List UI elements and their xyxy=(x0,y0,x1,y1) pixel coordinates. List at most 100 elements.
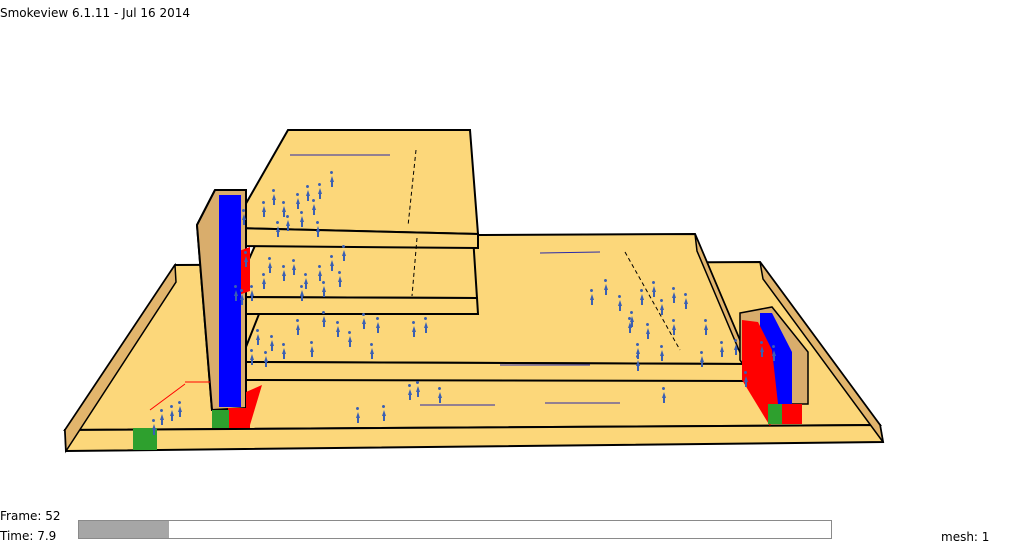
agent-figure-icon xyxy=(330,255,334,271)
agent-figure-icon xyxy=(300,285,304,301)
agent-figure-icon xyxy=(318,265,322,281)
mesh-label: mesh: 1 xyxy=(941,530,990,543)
time-label: Time: 7.9 xyxy=(0,529,57,543)
3d-viewport[interactable] xyxy=(0,0,1024,500)
right-stair-red-base xyxy=(782,404,802,424)
window-title: Smokeview 6.1.11 - Jul 16 2014 xyxy=(0,6,191,20)
ground-floor-right-wall xyxy=(759,261,884,443)
agent-figure-icon xyxy=(342,245,346,261)
agent-figure-icon xyxy=(296,193,300,209)
left-stair-red-1 xyxy=(241,247,250,295)
agent-figure-icon xyxy=(270,335,274,351)
left-stair-blue xyxy=(219,195,241,407)
agent-figure-icon xyxy=(250,349,254,365)
middle-deck-front xyxy=(238,360,754,383)
agent-figure-icon xyxy=(160,409,164,425)
interior-line xyxy=(624,251,681,351)
left-stair-red-ramp xyxy=(246,385,262,428)
ground-floor-left-wall xyxy=(64,262,177,454)
agent-figure-icon xyxy=(618,295,622,311)
agent-figure-icon xyxy=(292,259,296,275)
agent-figure-icon xyxy=(662,387,666,403)
agent-figure-icon xyxy=(640,289,644,305)
agent-figure-icon xyxy=(356,407,360,423)
agent-figure-icon xyxy=(370,343,374,359)
agent-figure-icon xyxy=(282,265,286,281)
agent-figure-icon xyxy=(322,281,326,297)
agent-figure-icon xyxy=(438,387,442,403)
building-scene xyxy=(63,129,885,454)
interior-line xyxy=(149,383,186,411)
tower-floor-2-front xyxy=(230,295,480,315)
agent-figure-icon xyxy=(296,319,300,335)
agent-figure-icon xyxy=(330,171,334,187)
agent-figure-icon xyxy=(424,317,428,333)
agent-figure-icon xyxy=(272,189,276,205)
interior-line xyxy=(411,237,418,297)
agent-figure-icon xyxy=(416,381,420,397)
interior-line xyxy=(407,149,417,227)
agent-figure-icon xyxy=(276,221,280,237)
agent-figure-icon xyxy=(672,319,676,335)
agent-figure-icon xyxy=(282,343,286,359)
agent-figure-icon xyxy=(376,317,380,333)
agent-figure-icon xyxy=(316,221,320,237)
agent-figure-icon xyxy=(646,323,650,339)
agent-figure-icon xyxy=(720,341,724,357)
agent-figure-icon xyxy=(322,311,326,327)
agent-figure-icon xyxy=(408,384,412,400)
agent-figure-icon xyxy=(318,183,322,199)
agent-figure-icon xyxy=(336,321,340,337)
agent-figure-icon xyxy=(348,331,352,347)
left-stair-red-base xyxy=(228,408,250,428)
agent-figure-icon xyxy=(672,287,676,303)
agent-figure-icon xyxy=(282,201,286,217)
agent-figure-icon xyxy=(170,405,174,421)
agent-figure-icon xyxy=(256,329,260,345)
agent-figure-icon xyxy=(234,285,238,301)
agent-figure-icon xyxy=(262,201,266,217)
agent-figure-icon xyxy=(178,401,182,417)
agent-figure-icon xyxy=(382,405,386,421)
agent-figure-icon xyxy=(652,281,656,297)
right-exit-green xyxy=(768,404,782,424)
agent-figure-icon xyxy=(604,279,608,295)
agent-figure-icon xyxy=(250,285,254,301)
right-stair-red xyxy=(742,320,778,426)
time-slider-fill xyxy=(79,521,170,538)
agent-figure-icon xyxy=(744,371,748,387)
agent-figure-icon xyxy=(684,293,688,309)
ground-exit-green xyxy=(133,428,157,450)
agent-figure-icon xyxy=(636,343,640,359)
time-slider[interactable] xyxy=(78,520,832,539)
agent-figure-icon xyxy=(244,251,248,267)
agent-figure-icon xyxy=(268,257,272,273)
agent-figure-icon xyxy=(412,321,416,337)
agent-figure-icon xyxy=(660,345,664,361)
agent-figure-icon xyxy=(262,273,266,289)
agent-figure-icon xyxy=(242,209,246,225)
agent-figure-icon xyxy=(700,351,704,367)
agent-figure-icon xyxy=(772,345,776,361)
agent-figure-icon xyxy=(734,339,738,355)
frame-label: Frame: 52 xyxy=(0,509,61,523)
agent-figure-icon xyxy=(704,319,708,335)
agent-figure-icon xyxy=(312,199,316,215)
interior-line xyxy=(539,251,601,254)
agent-figure-icon xyxy=(630,311,634,327)
ground-floor-front-wall xyxy=(63,423,885,453)
agent-figure-icon xyxy=(636,355,640,371)
agent-group xyxy=(152,171,776,435)
right-stair-blue xyxy=(760,313,792,404)
agent-figure-icon xyxy=(304,273,308,289)
agent-figure-icon xyxy=(310,341,314,357)
tower-floor-3 xyxy=(230,129,480,236)
agent-figure-icon xyxy=(660,299,664,315)
agent-figure-icon xyxy=(300,211,304,227)
agent-figure-icon xyxy=(152,419,156,435)
agent-figure-icon xyxy=(628,317,632,333)
agent-figure-icon xyxy=(240,289,244,305)
agent-figure-icon xyxy=(264,351,268,367)
agent-figure-icon xyxy=(306,185,310,201)
